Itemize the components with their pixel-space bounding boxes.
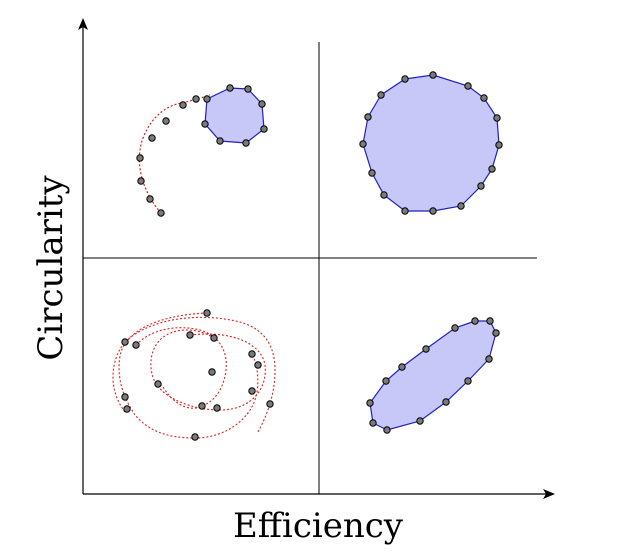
sample-point-marker <box>260 125 268 133</box>
sample-point-marker <box>254 361 262 369</box>
sample-point-marker <box>366 399 374 407</box>
sample-point-marker <box>464 377 472 385</box>
sample-point-marker <box>480 94 488 102</box>
quadrant-bottom-right <box>369 320 497 431</box>
sample-point-marker <box>471 317 479 325</box>
sample-point-marker <box>201 120 209 128</box>
sample-point-marker <box>368 169 376 177</box>
sample-point-marker <box>442 398 450 406</box>
sample-point-marker <box>398 363 406 371</box>
sample-point-marker <box>416 417 424 425</box>
loop-trajectory-3 <box>112 316 276 433</box>
sample-point-marker <box>401 75 409 83</box>
sample-point-marker <box>464 82 472 90</box>
small-circle-shape <box>204 87 265 144</box>
sample-point-marker <box>258 100 266 108</box>
sample-point-marker <box>359 140 367 148</box>
sample-point-marker <box>244 85 252 93</box>
loop-trajectory-1 <box>150 329 266 411</box>
sample-point-marker <box>492 329 500 337</box>
sample-point-marker <box>210 334 218 342</box>
sample-point-marker <box>213 404 221 412</box>
sample-point-marker <box>154 380 162 388</box>
x-axis-label: Efficiency <box>233 506 404 546</box>
sample-point-marker <box>121 393 129 401</box>
sample-point-marker <box>380 191 388 199</box>
sample-point-marker <box>208 368 216 376</box>
sample-point-marker <box>248 350 256 358</box>
sample-point-marker <box>198 402 206 410</box>
sample-point-marker <box>226 84 234 92</box>
sample-point-marker <box>401 207 409 215</box>
sample-point-marker <box>123 405 131 413</box>
sample-point-marker <box>429 71 437 79</box>
sample-point-marker <box>364 113 372 121</box>
sample-point-marker <box>248 387 256 395</box>
sample-point-marker <box>493 114 501 122</box>
sample-point-marker <box>136 154 144 162</box>
sample-point-marker <box>191 433 199 441</box>
spiral-trajectory <box>138 94 211 214</box>
sample-point-marker <box>486 317 494 325</box>
sample-point-marker <box>132 341 140 349</box>
sample-point-marker <box>203 309 211 317</box>
sample-point-marker <box>192 95 200 103</box>
sample-point-marker <box>162 117 170 125</box>
quadrant-bottom-left <box>112 312 276 439</box>
sample-point-marker <box>451 324 459 332</box>
sample-point-marker <box>266 400 274 408</box>
sample-point-marker <box>377 91 385 99</box>
sample-point-marker <box>382 377 390 385</box>
sample-point-marker <box>422 345 430 353</box>
loop-trajectory-4 <box>135 327 227 409</box>
sample-point-marker <box>369 419 377 427</box>
sample-point-marker <box>157 209 165 217</box>
sample-point-marker <box>179 101 187 109</box>
ellipse-shape <box>369 320 497 431</box>
sample-point-marker <box>121 338 129 346</box>
sample-point-marker <box>186 331 194 339</box>
sample-point-marker <box>146 195 154 203</box>
sample-point-marker <box>383 426 391 434</box>
sample-markers <box>121 71 503 441</box>
sample-point-marker <box>488 165 496 173</box>
sample-point-marker <box>148 134 156 142</box>
sample-point-marker <box>495 141 503 149</box>
sample-point-marker <box>477 182 485 190</box>
sample-point-marker <box>485 355 493 363</box>
quadrant-top-left <box>138 87 265 214</box>
sample-point-marker <box>137 177 145 185</box>
y-axis-label: Circularity <box>31 175 71 361</box>
sample-point-marker <box>457 202 465 210</box>
sample-point-marker <box>216 137 224 145</box>
sample-point-marker <box>203 95 211 103</box>
sample-point-marker <box>429 207 437 215</box>
sample-point-marker <box>242 139 250 147</box>
